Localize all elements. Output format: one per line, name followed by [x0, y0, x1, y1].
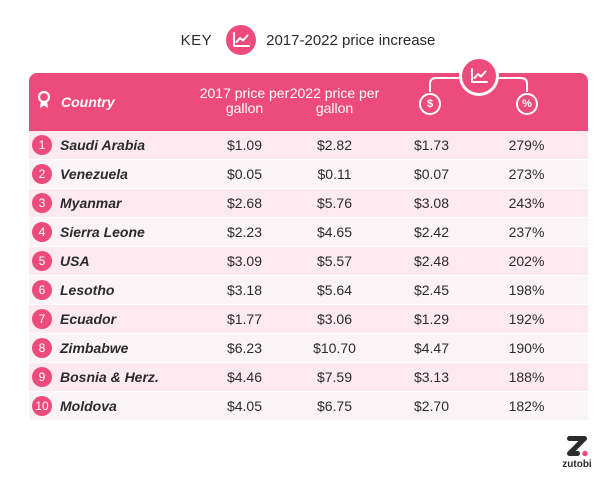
percent-increase-cell: 192% — [508, 311, 545, 327]
country-name: Lesotho — [60, 282, 115, 298]
increase-group-bracket — [429, 77, 528, 92]
country-name: USA — [60, 253, 90, 269]
price-increase-cell: $3.13 — [413, 369, 450, 385]
percent-increase-cell: 188% — [508, 369, 545, 385]
price-2017-cell: $3.09 — [226, 253, 263, 269]
country-name: Sierra Leone — [60, 224, 145, 240]
key-legend: KEY 2017-2022 price increase — [0, 22, 616, 58]
country-name: Myanmar — [60, 195, 122, 211]
price-2017-cell: $0.05 — [226, 166, 263, 182]
country-name: Saudi Arabia — [60, 137, 146, 153]
rank-badge: 5 — [32, 251, 52, 271]
rank-badge: 2 — [32, 164, 52, 184]
price-2022-cell: $10.70 — [313, 340, 356, 356]
percent-increase-cell: 202% — [508, 253, 545, 269]
medal-icon — [37, 90, 51, 112]
table-row: 3 Myanmar $2.68 $5.76 $3.08 243% — [29, 189, 588, 218]
price-2022-cell: $7.59 — [316, 369, 353, 385]
price-increase-cell: $2.48 — [413, 253, 450, 269]
table-row: 5 USA $3.09 $5.57 $2.48 202% — [29, 247, 588, 276]
table-row: 6 Lesotho $3.18 $5.64 $2.45 198% — [29, 276, 588, 305]
table-row: 9 Bosnia & Herz. $4.46 $7.59 $3.13 188% — [29, 363, 588, 392]
key-label: 2017-2022 price increase — [266, 31, 436, 49]
rank-badge: 1 — [32, 135, 52, 155]
country-name: Ecuador — [60, 311, 117, 327]
table-row: 2 Venezuela $0.05 $0.11 $0.07 273% — [29, 160, 588, 189]
price-increase-cell: $0.07 — [413, 166, 450, 182]
percent-increase-cell: 182% — [508, 398, 545, 414]
trend-chart-icon — [459, 56, 499, 96]
table-row: 4 Sierra Leone $2.23 $4.65 $2.42 237% — [29, 218, 588, 247]
percent-increase-cell: 273% — [508, 166, 545, 182]
zutobi-logo-mark — [567, 436, 588, 457]
dollar-icon: $ — [419, 93, 441, 115]
price-2017-cell: $1.09 — [226, 137, 263, 153]
percent-increase-cell: 198% — [508, 282, 545, 298]
price-table: Country 2017 price per gallon 2022 price… — [29, 56, 588, 423]
table-row: 8 Zimbabwe $6.23 $10.70 $4.47 190% — [29, 334, 588, 363]
zutobi-logo-text: zutobi — [562, 459, 592, 470]
price-increase-cell: $3.08 — [413, 195, 450, 211]
percent-increase-cell: 279% — [508, 137, 545, 153]
price-increase-cell: $1.29 — [413, 311, 450, 327]
price-increase-cell: $2.70 — [413, 398, 450, 414]
price-2017-cell: $3.18 — [226, 282, 263, 298]
price-2017-header: 2017 price per gallon — [199, 85, 290, 116]
percent-increase-cell: 243% — [508, 195, 545, 211]
price-increase-cell: $2.42 — [413, 224, 450, 240]
price-2017-cell: $4.46 — [226, 369, 263, 385]
country-name: Venezuela — [60, 166, 128, 182]
table-header: Country 2017 price per gallon 2022 price… — [29, 73, 588, 131]
price-increase-cell: $1.73 — [413, 137, 450, 153]
rank-badge: 10 — [32, 396, 52, 416]
percent-icon: % — [516, 93, 538, 115]
zutobi-logo: zutobi — [560, 433, 594, 471]
price-2022-cell: $5.64 — [316, 282, 353, 298]
price-2022-cell: $4.65 — [316, 224, 353, 240]
price-increase-cell: $4.47 — [413, 340, 450, 356]
table-row: 10 Moldova $4.05 $6.75 $2.70 182% — [29, 392, 588, 421]
price-2022-cell: $5.57 — [316, 253, 353, 269]
trend-chart-icon — [226, 25, 257, 55]
price-2017-cell: $2.23 — [226, 224, 263, 240]
price-2022-cell: $0.11 — [317, 166, 352, 182]
table-body: 1 Saudi Arabia $1.09 $2.82 $1.73 279% 2 Venezue… — [29, 131, 588, 421]
key-title: KEY — [180, 31, 213, 49]
rank-badge: 8 — [32, 338, 52, 358]
price-2022-header: 2022 price per gallon — [289, 85, 380, 116]
percent-increase-cell: 237% — [508, 224, 545, 240]
country-name: Bosnia & Herz. — [60, 369, 159, 385]
price-2017-cell: $2.68 — [226, 195, 263, 211]
rank-badge: 6 — [32, 280, 52, 300]
price-increase-cell: $2.45 — [413, 282, 450, 298]
rank-badge: 7 — [32, 309, 52, 329]
price-2017-cell: $4.05 — [226, 398, 263, 414]
country-name: Moldova — [60, 398, 117, 414]
rank-badge: 3 — [32, 193, 52, 213]
table-row: 1 Saudi Arabia $1.09 $2.82 $1.73 279% — [29, 131, 588, 160]
price-2022-cell: $2.82 — [316, 137, 353, 153]
rank-badge: 4 — [32, 222, 52, 242]
country-column-header: Country — [37, 90, 115, 112]
rank-badge: 9 — [32, 367, 52, 387]
price-2017-cell: $1.77 — [226, 311, 263, 327]
price-2017-cell: $6.23 — [226, 340, 263, 356]
country-name: Zimbabwe — [60, 340, 129, 356]
table-row: 7 Ecuador $1.77 $3.06 $1.29 192% — [29, 305, 588, 334]
price-2022-cell: $5.76 — [316, 195, 353, 211]
price-2022-cell: $6.75 — [316, 398, 353, 414]
country-header-label: Country — [61, 93, 115, 110]
percent-increase-cell: 190% — [508, 340, 545, 356]
price-2022-cell: $3.06 — [316, 311, 353, 327]
